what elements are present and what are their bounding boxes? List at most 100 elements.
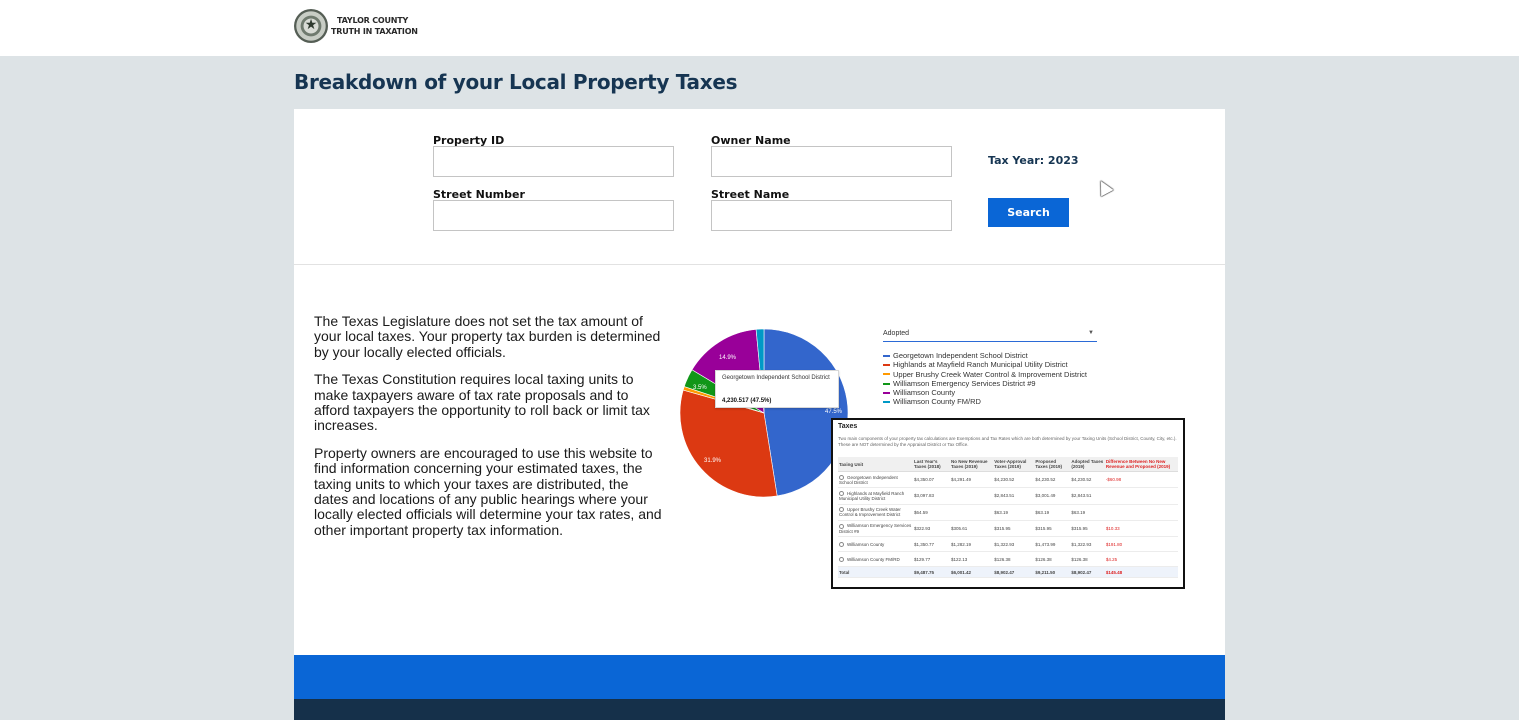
table-total-cell: $9,487.75 <box>913 566 950 579</box>
tax-type-dropdown[interactable]: Adopted ▼ <box>883 327 1097 342</box>
table-cell: $3,001.49 <box>1034 487 1071 505</box>
pie-slice[interactable] <box>680 389 778 498</box>
table-row[interactable]: Williamson County $1,350.77 $1,282.19 $1,32… <box>838 536 1178 553</box>
taxing-unit-name: Williamson Emergency Services District #… <box>839 523 912 534</box>
table-cell: $1,322.93 <box>1070 536 1105 553</box>
taxing-unit-cell: Highlands at Mayfield Ranch Municipal Ut… <box>838 487 913 505</box>
legend-item[interactable]: Williamson County FM/RD <box>883 397 1087 406</box>
legend-swatch <box>883 354 890 357</box>
legend-item[interactable]: Upper Brushy Creek Water Control & Impro… <box>883 370 1087 379</box>
taxes-table-title: Taxes <box>838 423 858 430</box>
table-cell: $1,350.77 <box>913 536 950 553</box>
table-cell: $63.19 <box>1070 504 1105 521</box>
info-paragraph-1: The Texas Legislature does not set the t… <box>314 313 661 360</box>
table-row[interactable]: Williamson County FM/RD $129.77 $122.13 $12… <box>838 551 1178 568</box>
legend-item[interactable]: Williamson Emergency Services District #… <box>883 379 1087 388</box>
table-total-cell: $145.48 <box>1104 566 1178 579</box>
legend-swatch <box>883 373 890 376</box>
table-cell: $315.95 <box>1034 520 1071 538</box>
table-cell <box>950 487 994 505</box>
taxing-unit-name: Williamson County <box>847 541 885 547</box>
street-name-label: Street Name <box>711 188 790 201</box>
info-paragraph-3: Property owners are encouraged to use th… <box>314 444 662 538</box>
table-total-cell: Total <box>838 566 913 579</box>
taxing-unit-cell: Williamson Emergency Services District #… <box>838 520 913 538</box>
legend-item[interactable]: Highlands at Mayfield Ranch Municipal Ut… <box>883 360 1087 369</box>
table-total-cell: $9,211.50 <box>1034 566 1071 579</box>
table-cell: $3,097.83 <box>913 487 950 505</box>
legend-label: Georgetown Independent School District <box>893 351 1028 360</box>
taxes-table-header-cell: Taxing Unit <box>838 457 913 472</box>
expand-row-icon[interactable] <box>839 541 844 547</box>
taxing-unit-cell: Georgetown Independent School District <box>838 471 913 489</box>
taxes-table-header: Taxing Unit Last Year's Taxes (2018) No Ne… <box>838 457 1178 472</box>
table-total-cell: $8,902.47 <box>993 566 1035 579</box>
taxing-unit-cell: Williamson County <box>838 536 913 553</box>
table-cell: $64.59 <box>913 504 950 521</box>
table-cell: $126.38 <box>1070 551 1105 568</box>
taxing-unit-name: Georgetown Independent School District <box>839 474 898 485</box>
legend-label: Williamson Emergency Services District #… <box>893 378 1036 388</box>
top-header-bar: TAYLOR COUNTY TRUTH IN TAXATION <box>0 0 1519 56</box>
table-cell: $122.13 <box>950 551 994 568</box>
table-cell: $4,230.52 <box>1070 471 1105 489</box>
owner-name-input[interactable] <box>711 146 952 177</box>
table-cell: $1,322.93 <box>993 536 1035 553</box>
taxes-table-header-cell: Difference Between No New Revenue and Pr… <box>1104 457 1178 472</box>
info-text: The Texas Legislature does not set the t… <box>314 313 666 550</box>
logo-text: TAYLOR COUNTY TRUTH IN TAXATION <box>331 15 418 37</box>
tooltip-value: 4,230.517 (47.5%) <box>722 398 772 404</box>
table-cell: $1,473.99 <box>1034 536 1071 553</box>
pie-chart-svg[interactable] <box>680 327 856 505</box>
table-row[interactable]: Georgetown Independent School District $4… <box>838 471 1178 489</box>
table-row[interactable]: Upper Brushy Creek Water Control & Impro… <box>838 504 1178 521</box>
street-number-label: Street Number <box>433 188 525 201</box>
search-button[interactable]: Search <box>988 198 1069 227</box>
taxing-unit-cell: Upper Brushy Creek Water Control & Impro… <box>838 504 913 521</box>
taxes-table-header-cell: Voter-Approval Taxes (2019) <box>993 457 1035 472</box>
property-id-label: Property ID <box>433 134 505 147</box>
legend-swatch <box>883 382 890 385</box>
tax-year-text: Tax Year: 2023 <box>988 154 1079 167</box>
legend-item[interactable]: Georgetown Independent School District <box>883 351 1087 360</box>
table-total-cell: $8,902.47 <box>1070 566 1105 579</box>
street-name-input[interactable] <box>711 200 952 231</box>
table-total-row: Total $9,487.75 $6,001.42 $8,902.47 $9,211.5… <box>838 566 1178 579</box>
search-form: Property ID Owner Name Street Number Str… <box>294 109 1225 265</box>
table-cell: $322.93 <box>913 520 950 538</box>
table-cell: $191.80 <box>1104 536 1178 553</box>
taxing-unit-name: Williamson County FM/RD <box>847 556 900 562</box>
pie-label-county: 14.9% <box>719 355 737 361</box>
footer-dark-band <box>294 699 1225 720</box>
table-cell: $63.19 <box>1034 504 1071 521</box>
logo-line1: TAYLOR COUNTY <box>337 16 409 25</box>
table-cell: $129.77 <box>913 551 950 568</box>
table-cell: $2,843.51 <box>1070 487 1105 505</box>
taxes-table-header-cell: Adopted Taxes (2019) <box>1070 457 1105 472</box>
site-logo[interactable]: TAYLOR COUNTY TRUTH IN TAXATION <box>294 9 418 43</box>
page-title: Breakdown of your Local Property Taxes <box>294 70 738 94</box>
legend-label: Williamson County FM/RD <box>893 397 981 407</box>
table-row[interactable]: Highlands at Mayfield Ranch Municipal Ut… <box>838 487 1178 505</box>
legend-label: Williamson County <box>893 388 956 398</box>
expand-row-icon[interactable] <box>839 556 844 562</box>
owner-name-label: Owner Name <box>711 134 791 147</box>
table-cell: -$60.98 <box>1104 471 1178 489</box>
table-cell: $315.95 <box>993 520 1035 538</box>
table-row[interactable]: Williamson Emergency Services District #… <box>838 520 1178 538</box>
legend-item[interactable]: Williamson County <box>883 388 1087 397</box>
legend-swatch <box>883 391 890 394</box>
taxes-table-header-cell: No New Revenue Taxes (2019) <box>950 457 994 472</box>
taxes-table-description: Two main components of your property tax… <box>838 436 1177 447</box>
table-cell <box>1104 487 1178 505</box>
table-cell: $305.61 <box>950 520 994 538</box>
table-cell: $10.33 <box>1104 520 1178 538</box>
taxes-table: Taxing Unit Last Year's Taxes (2018) No Ne… <box>838 457 1178 579</box>
table-cell: $4,230.52 <box>1034 471 1071 489</box>
street-number-input[interactable] <box>433 200 674 231</box>
property-id-input[interactable] <box>433 146 674 177</box>
taxes-table-header-cell: Proposed Taxes (2019) <box>1034 457 1071 472</box>
table-cell: $4,291.49 <box>950 471 994 489</box>
table-cell: $1,282.19 <box>950 536 994 553</box>
legend-swatch <box>883 363 890 366</box>
